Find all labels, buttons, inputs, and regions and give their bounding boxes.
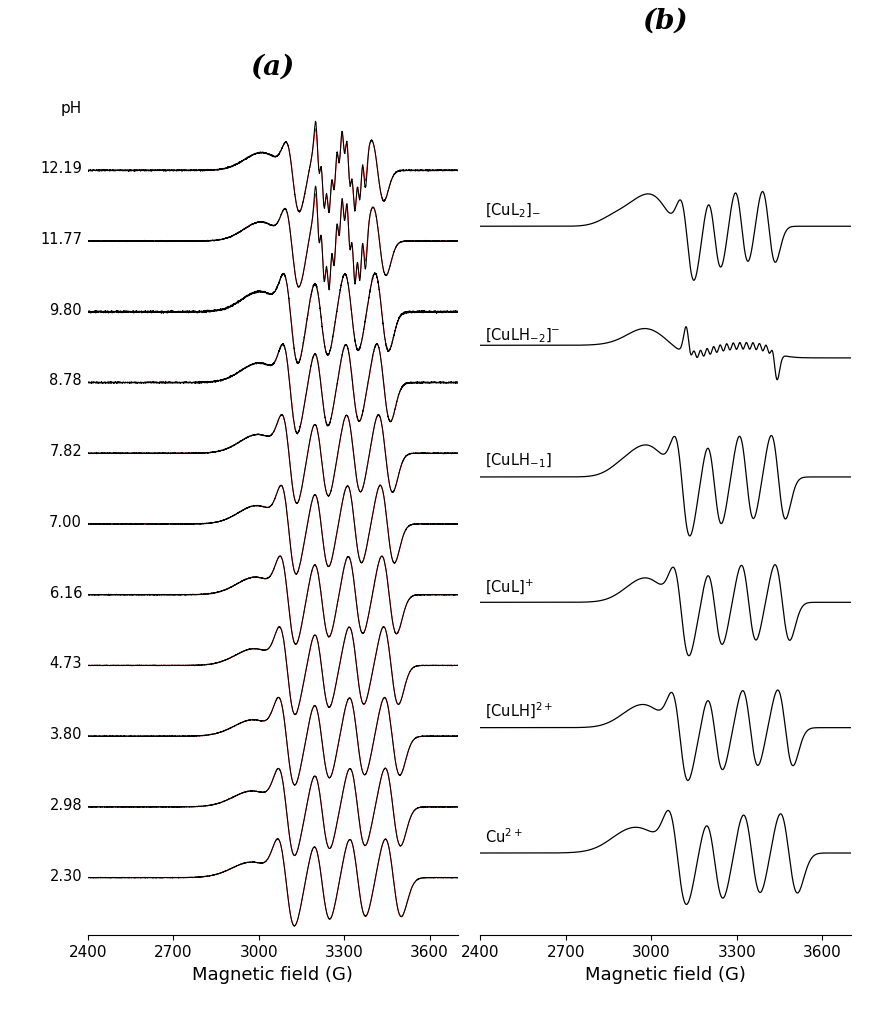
Text: $\mathrm{Cu^{2+}}$: $\mathrm{Cu^{2+}}$ — [485, 828, 523, 846]
Text: 3.80: 3.80 — [49, 727, 82, 742]
Text: 4.73: 4.73 — [49, 656, 82, 671]
Text: 8.78: 8.78 — [49, 373, 82, 389]
Text: $\mathrm{[CuLH_{-1}]}$: $\mathrm{[CuLH_{-1}]}$ — [485, 452, 551, 471]
Text: $\mathrm{[CuL]^{+}}$: $\mathrm{[CuL]^{+}}$ — [485, 577, 533, 595]
Text: 7.82: 7.82 — [49, 444, 82, 460]
Text: 6.16: 6.16 — [49, 586, 82, 600]
Text: $\mathrm{[CuL_2]_{-}}$: $\mathrm{[CuL_2]_{-}}$ — [485, 201, 540, 220]
Text: (a): (a) — [251, 53, 295, 80]
Text: (b): (b) — [643, 8, 688, 35]
Text: pH: pH — [61, 101, 82, 116]
Text: 11.77: 11.77 — [40, 232, 82, 247]
Text: 7.00: 7.00 — [49, 515, 82, 529]
Text: 9.80: 9.80 — [49, 302, 82, 318]
Text: $\mathrm{[CuLH]^{2+}}$: $\mathrm{[CuLH]^{2+}}$ — [485, 701, 553, 721]
X-axis label: Magnetic field (G): Magnetic field (G) — [585, 965, 746, 984]
Text: $\mathrm{[CuLH_{-2}]^{-}}$: $\mathrm{[CuLH_{-2}]^{-}}$ — [485, 327, 560, 345]
Text: 2.30: 2.30 — [49, 869, 82, 883]
Text: 2.98: 2.98 — [49, 798, 82, 813]
Text: 12.19: 12.19 — [40, 161, 82, 176]
X-axis label: Magnetic field (G): Magnetic field (G) — [192, 965, 353, 984]
